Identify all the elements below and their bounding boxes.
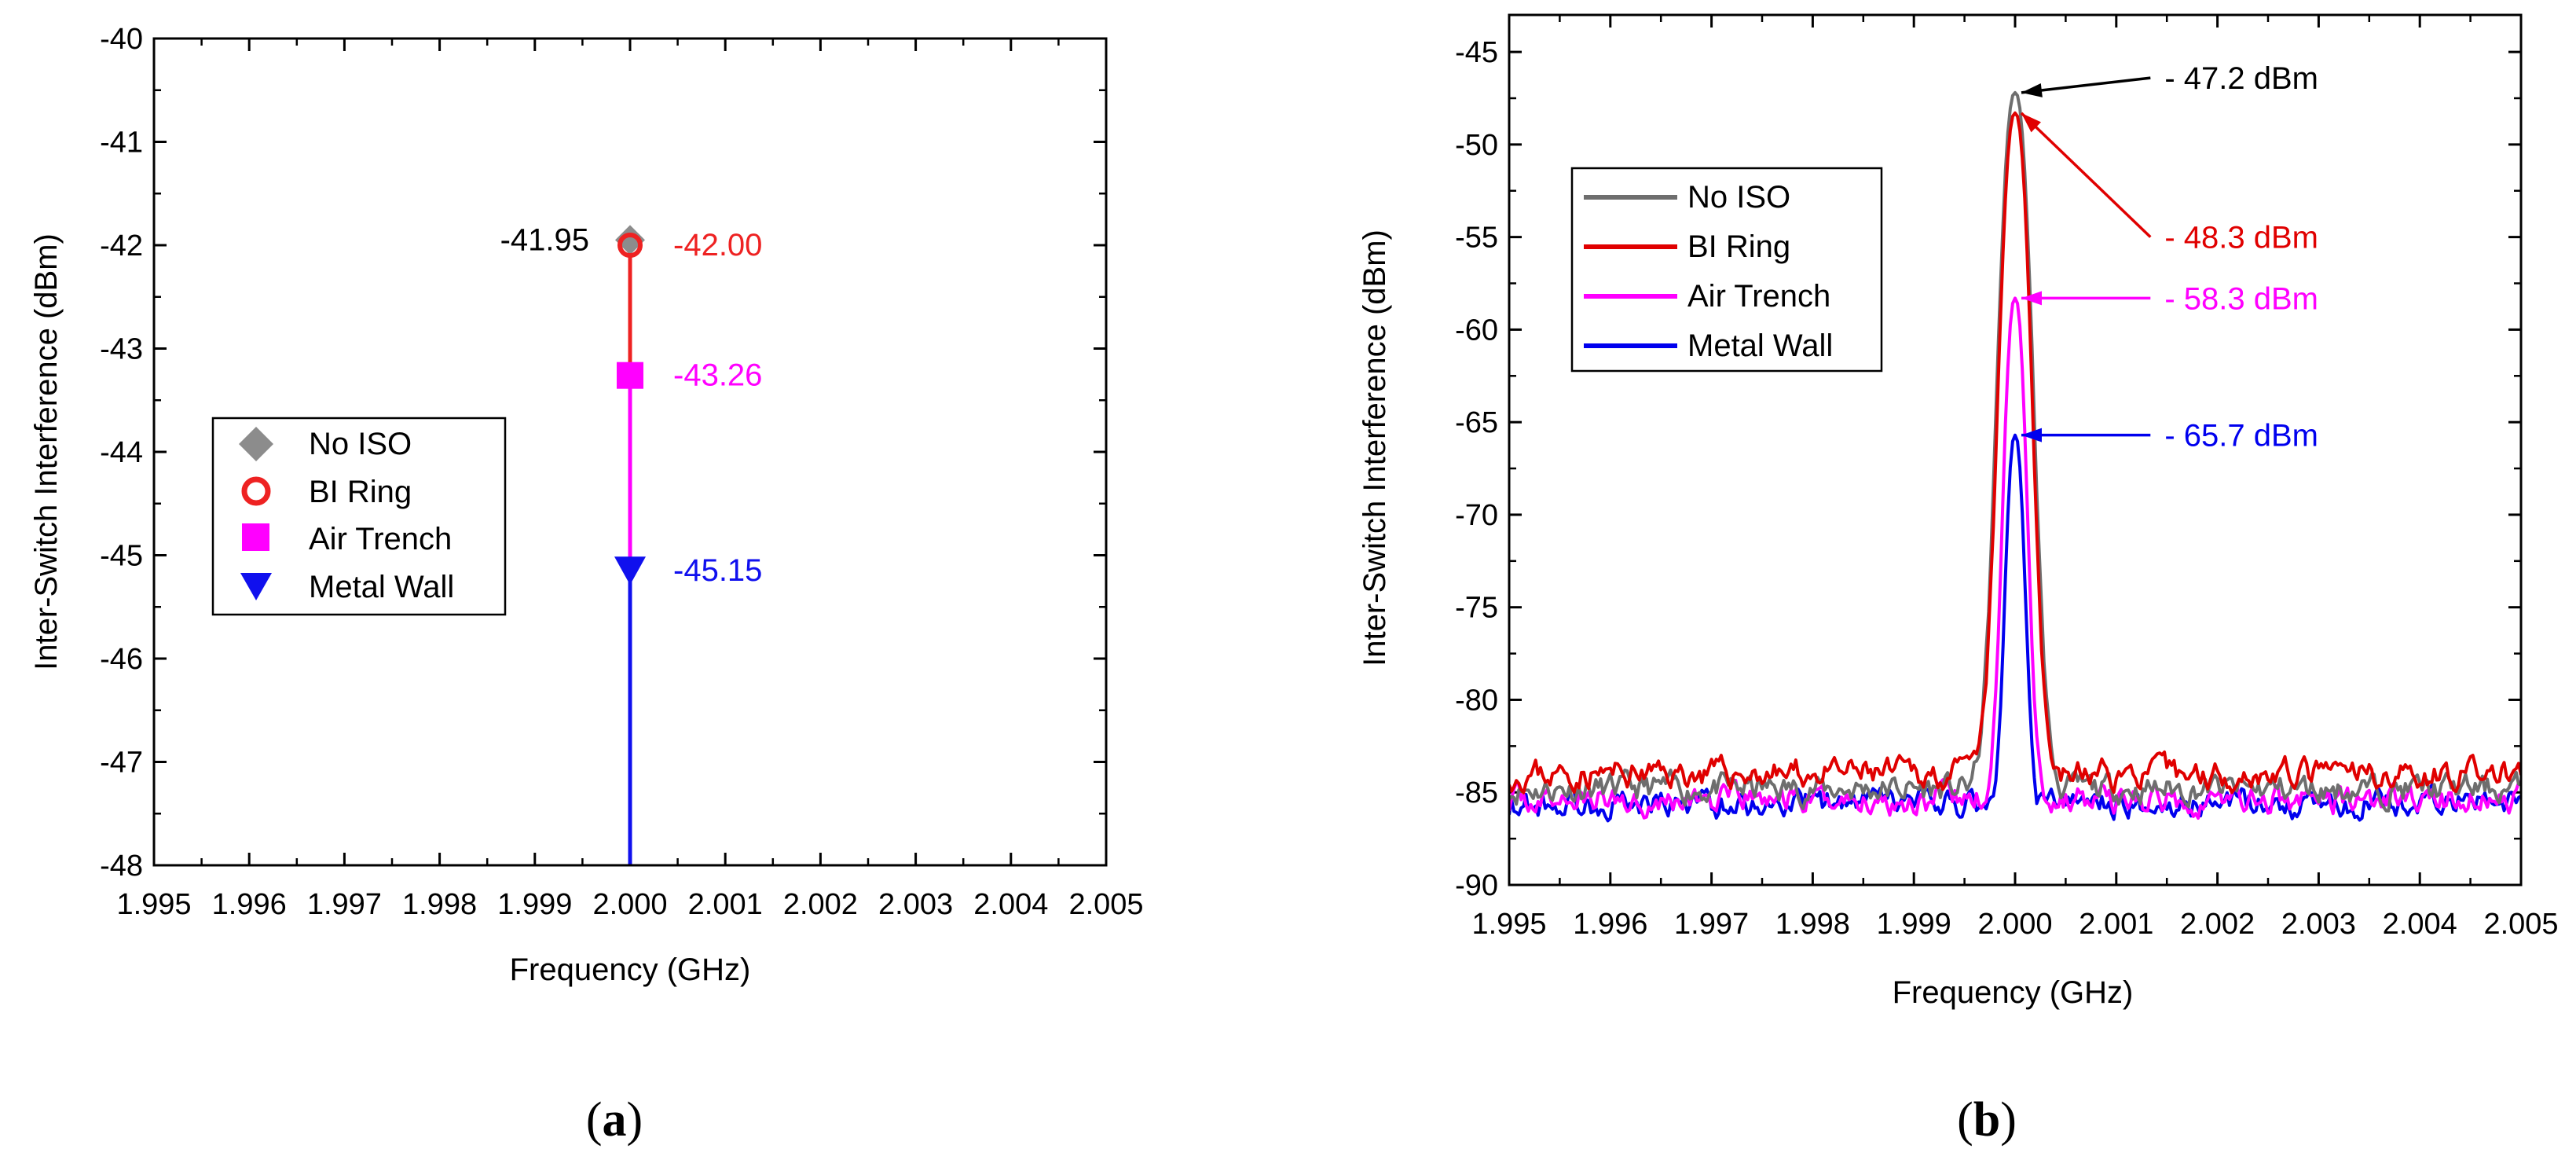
panel-b-annotation-label: - 47.2 dBm (2164, 61, 2318, 96)
panel-b-series-line (1509, 111, 2521, 795)
panel-b-x-tick-label: 2.003 (2281, 908, 2356, 941)
panel-a-label: (a) (586, 1093, 643, 1147)
panel-a-plot-frame (152, 37, 1108, 867)
panel-a-legend-label-1: BI Ring (309, 475, 412, 509)
panel-a-x-tick-label: 1.997 (307, 888, 382, 921)
legend-diamond-icon (239, 427, 273, 461)
panel-b-y-tick-label: -75 (1455, 592, 1498, 625)
panel-a-data-labels: -41.95 -42.00 -43.26 -45.15 (500, 222, 763, 588)
panel-b-y-tick-label: -70 (1455, 499, 1498, 532)
legend-triangle-down-icon (240, 573, 272, 600)
panel-b-annotations: - 47.2 dBm - 48.3 dBm - 58.3 dBm - 65.7 dBm (2020, 61, 2318, 453)
panel-a-x-axis-title: Frequency (GHz) (510, 953, 751, 987)
panel-a-x-tick-label: 1.995 (116, 888, 191, 921)
panel-a-x-tick-label: 2.001 (688, 888, 763, 921)
panel-a-y-axis-title: Inter-Switch Interference (dBm) (29, 233, 64, 670)
panel-a-legend-label-2: Air Trench (309, 522, 452, 556)
panel-b-annotation-arrowhead (2021, 83, 2043, 97)
panel-b-y-tick-label: -50 (1455, 129, 1498, 162)
panel-b-legend-label-3: Metal Wall (1687, 329, 1833, 363)
panel-a-y-tick-label: -46 (100, 643, 143, 676)
panel-b-legend-label-0: No ISO (1687, 180, 1790, 215)
panel-b-series-lines (1509, 90, 2521, 823)
panel-b-x-tick-label: 2.000 (1977, 908, 2052, 941)
panel-b-annotation-label: - 65.7 dBm (2164, 419, 2318, 453)
panel-b-legend-label-1: BI Ring (1687, 229, 1790, 264)
panel-b-x-tick-label: 1.996 (1573, 908, 1647, 941)
panel-a-x-tick-label: 1.996 (212, 888, 287, 921)
panel-b-annotation-label: - 48.3 dBm (2164, 221, 2318, 255)
panel-a-data-label: -45.15 (673, 553, 762, 588)
panel-b-annotation-arrow (2020, 112, 2152, 238)
panel-b-x-tick-label: 1.995 (1471, 908, 1546, 941)
panel-b-y-tick-label: -85 (1455, 776, 1498, 809)
panel-b-plot-frame (1508, 13, 2523, 887)
panel-b-x-tick-label: 1.998 (1775, 908, 1850, 941)
panel-a-x-tick-label: 2.005 (1068, 888, 1143, 921)
panel-a-data-label: -41.95 (500, 222, 589, 257)
panel-b-ticks: 1.995 1.996 1.997 1.998 1.999 2.000 2.001 2.002… (1455, 15, 2559, 941)
panel-a-x-tick-label: 2.000 (592, 888, 667, 921)
legend-circle-icon (241, 476, 271, 506)
panel-a-marker-bi-ring (617, 233, 643, 258)
legend-square-icon (242, 523, 269, 551)
panel-a-y-tick-label: -42 (100, 229, 143, 262)
panel-a-markers (614, 225, 646, 586)
panel-b-x-tick-label: 1.999 (1877, 908, 1951, 941)
panel-b-x-tick-label: 2.001 (2079, 908, 2153, 941)
panel-a-y-tick-label: -45 (100, 540, 143, 573)
panel-b-y-tick-label: -90 (1455, 869, 1498, 902)
panel-b-legend-label-2: Air Trench (1687, 279, 1830, 314)
panel-a-marker-no-iso (615, 225, 645, 255)
panel-b-y-tick-label: -60 (1455, 314, 1498, 347)
panel-a-y-tick-label: -41 (100, 127, 143, 160)
panel-b-annotation-arrow (2021, 76, 2151, 94)
panel-a-marker-air-trench (617, 362, 643, 389)
panel-b-y-tick-label: -45 (1455, 36, 1498, 69)
panel-b-annotation-arrowhead (2021, 291, 2042, 306)
panel-a-y-tick-label: -47 (100, 747, 143, 780)
panel-b-annotation-arrowhead (2021, 112, 2041, 133)
panel-a-x-tick-label: 2.004 (973, 888, 1048, 921)
panel-a-data-label: -42.00 (673, 228, 762, 262)
panel-b-legend: No ISO BI Ring Air Trench Metal Wall (1570, 167, 1883, 373)
panel-b-label: (b) (1957, 1093, 2017, 1147)
panel-b-series-line (1509, 433, 2521, 823)
panel-b-series-line (1509, 296, 2521, 820)
panel-b-y-tick-label: -65 (1455, 406, 1498, 439)
panel-a-ticks: 1.995 1.996 1.997 1.998 1.999 2.000 2.001 2.002… (100, 23, 1143, 921)
panel-a-y-tick-label: -43 (100, 333, 143, 366)
panel-a-x-tick-label: 1.999 (497, 888, 572, 921)
panel-a-x-tick-label: 2.003 (878, 888, 953, 921)
panel-a-x-tick-label: 2.002 (783, 888, 858, 921)
panel-a-y-tick-label: -44 (100, 436, 143, 469)
panel-b-annotation-label: - 58.3 dBm (2164, 281, 2318, 316)
panel-b-x-tick-label: 2.004 (2383, 908, 2457, 941)
panel-a-y-tick-label: -40 (100, 23, 143, 56)
panel-a-data-label: -43.26 (673, 358, 762, 393)
panel-a-chart: 1.995 1.996 1.997 1.998 1.999 2.000 2.001 2.002… (29, 23, 1144, 1147)
panel-a-legend: No ISO BI Ring Air Trench Metal Wall (211, 417, 507, 616)
panel-b-legend-box (1570, 167, 1883, 373)
panel-a-y-tick-label: -48 (100, 850, 143, 883)
panel-b-x-axis-title: Frequency (GHz) (1893, 975, 2134, 1010)
panel-b-y-tick-label: -55 (1455, 222, 1498, 255)
panel-b-x-tick-label: 2.002 (2180, 908, 2255, 941)
panel-b-annotation-arrowhead (2021, 428, 2042, 442)
panel-b-chart: 1.995 1.996 1.997 1.998 1.999 2.000 2.001 2.002… (1358, 13, 2559, 1147)
panel-b-series-line (1509, 90, 2521, 813)
panel-b-y-axis-title: Inter-Switch Interference (dBm) (1358, 229, 1392, 666)
panel-b-y-tick-label: -80 (1455, 684, 1498, 717)
panel-a-marker-metal-wall (614, 556, 646, 586)
panel-a-legend-label-0: No ISO (309, 427, 412, 461)
panel-a-x-tick-label: 1.998 (402, 888, 477, 921)
panel-b-x-tick-label: 1.997 (1674, 908, 1749, 941)
panel-b-x-tick-label: 2.005 (2483, 908, 2558, 941)
panel-a-legend-label-3: Metal Wall (309, 570, 454, 604)
